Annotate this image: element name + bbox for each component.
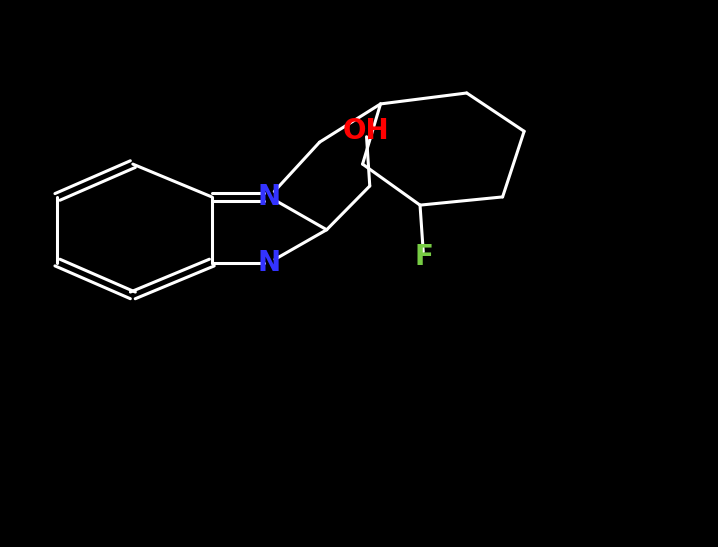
Text: OH: OH	[343, 117, 389, 146]
Text: N: N	[258, 183, 281, 211]
Text: N: N	[258, 248, 281, 277]
Text: F: F	[414, 243, 433, 271]
